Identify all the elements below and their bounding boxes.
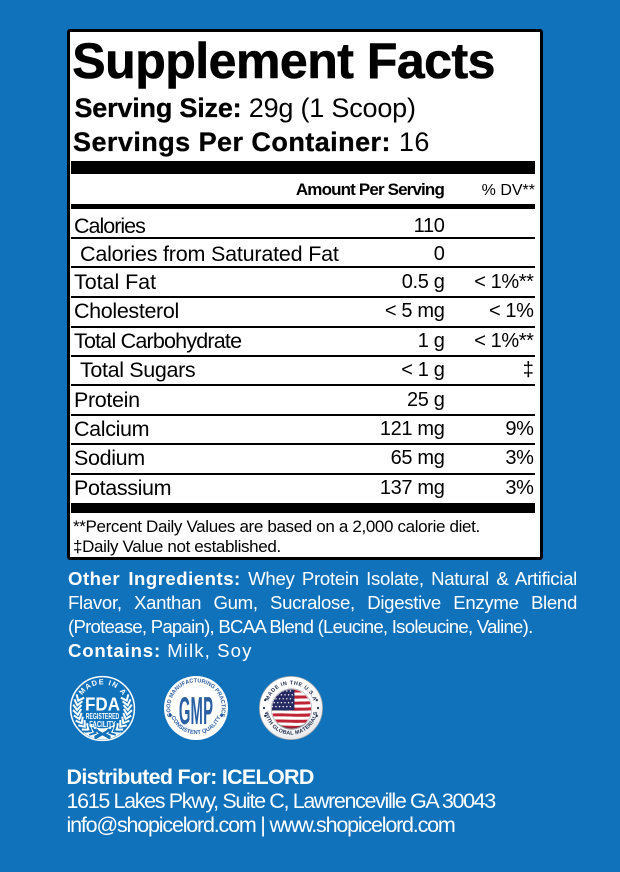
svg-text:L: L [312, 714, 319, 720]
svg-text:T: T [220, 704, 226, 709]
svg-text:O: O [166, 703, 172, 708]
svg-text:W: W [263, 711, 270, 718]
svg-text:A: A [286, 730, 291, 736]
svg-text:D: D [167, 699, 174, 704]
svg-text:H: H [267, 720, 274, 727]
svg-text:.: . [309, 694, 315, 699]
svg-text:S: S [182, 727, 188, 734]
svg-text:T: T [302, 726, 309, 733]
svg-text:C: C [219, 709, 225, 714]
svg-text:O: O [277, 728, 283, 735]
svg-text:I: I [280, 682, 284, 688]
svg-text:.: . [306, 688, 312, 694]
svg-text:N: N [206, 681, 212, 688]
svg-text:T: T [194, 678, 198, 684]
svg-text:M: M [77, 686, 88, 697]
svg-text:REGISTERED: REGISTERED [86, 712, 120, 721]
svg-text:H: H [293, 681, 298, 688]
svg-text:I: I [264, 716, 270, 720]
svg-text:I: I [204, 680, 208, 686]
svg-text:Y: Y [215, 715, 222, 721]
svg-text:P: P [213, 687, 220, 694]
svg-text:M: M [294, 729, 300, 736]
svg-text:T: T [214, 718, 221, 725]
svg-text:S: S [177, 724, 184, 731]
svg-text:A: A [310, 717, 317, 723]
svg-text:O: O [166, 707, 172, 713]
svg-text:D: D [270, 687, 277, 694]
svg-text:A: A [298, 728, 304, 735]
svg-text:Q: Q [201, 728, 208, 735]
svg-text:E: E [297, 682, 303, 689]
svg-text:N: N [193, 730, 197, 736]
svg-text:U: U [302, 685, 309, 692]
svg-text:R: R [307, 721, 314, 728]
svg-text:A: A [185, 679, 191, 686]
svg-text:U: U [177, 682, 184, 689]
svg-text:G: G [271, 724, 278, 731]
svg-text:M: M [168, 692, 176, 699]
svg-text:A: A [217, 695, 224, 701]
svg-text:N: N [174, 685, 181, 692]
svg-text:I: I [213, 721, 219, 726]
svg-text:E: E [189, 729, 194, 736]
svg-text:L: L [274, 726, 281, 733]
svg-text:N: N [282, 681, 287, 688]
svg-text:T: T [197, 730, 202, 736]
svg-text:FDA: FDA [85, 693, 120, 714]
svg-text:A: A [83, 681, 93, 692]
svg-text:A: A [310, 696, 317, 702]
svg-text:O: O [171, 718, 179, 725]
svg-text:A: A [208, 724, 215, 731]
svg-text:C: C [219, 699, 226, 704]
svg-text:G: G [209, 683, 216, 690]
svg-text:S: S [313, 711, 320, 716]
svg-text:A: A [267, 691, 274, 698]
svg-text:L: L [290, 731, 294, 737]
svg-text:FACILITY: FACILITY [89, 720, 116, 729]
svg-text:R: R [201, 679, 207, 686]
svg-text:I: I [309, 720, 315, 725]
svg-text:T: T [290, 680, 294, 686]
svg-text:E: E [274, 684, 281, 691]
svg-text:E: E [98, 677, 103, 686]
svg-text:B: B [282, 729, 287, 736]
svg-text:N: N [110, 680, 119, 690]
svg-text:C: C [170, 715, 177, 721]
svg-text:I: I [108, 678, 112, 687]
svg-text:M: M [265, 695, 272, 702]
svg-text:N: N [174, 722, 181, 729]
svg-text:F: F [181, 680, 187, 687]
svg-text:U: U [205, 726, 211, 733]
svg-text:U: U [197, 678, 202, 684]
svg-text:E: E [304, 724, 311, 731]
svg-text:A: A [118, 687, 129, 697]
svg-text:I: I [180, 726, 185, 732]
svg-text:D: D [90, 678, 98, 688]
svg-text:GMP: GMP [179, 690, 213, 734]
svg-text:A: A [171, 689, 178, 696]
svg-text:R: R [215, 691, 222, 698]
svg-text:S: S [307, 690, 314, 697]
svg-text:T: T [265, 717, 272, 723]
svg-text:T: T [186, 728, 192, 735]
svg-text:I: I [220, 707, 226, 709]
svg-text:L: L [211, 722, 218, 729]
svg-text:C: C [189, 678, 194, 685]
